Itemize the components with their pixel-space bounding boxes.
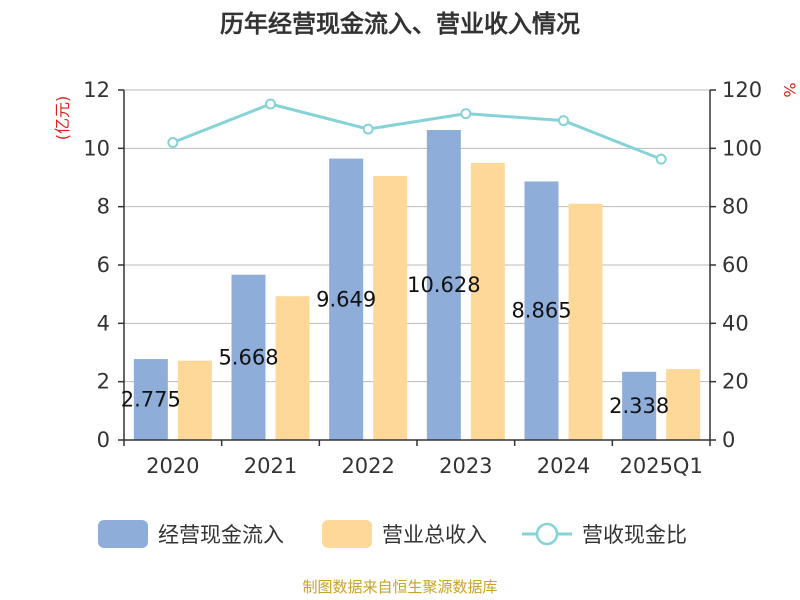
right-tick-label: 40 [722,311,749,335]
legend-label: 营收现金比 [582,523,687,547]
ratio-point-2023[interactable] [460,108,472,120]
bar-inflow-2021[interactable] [231,274,266,440]
ratio-point-2022[interactable] [362,123,374,135]
legend-item-inflow[interactable]: 经营现金流入 [98,520,284,548]
data-label-inflow: 8.865 [511,299,571,323]
legend-swatch [98,520,148,548]
bar-revenue-2021[interactable] [275,296,310,440]
legend-label: 经营现金流入 [158,523,284,547]
x-tick-label: 2025Q1 [619,454,702,478]
ratio-point-2025Q1[interactable] [655,153,667,165]
ratio-point-2021[interactable] [265,98,276,110]
right-tick-label: 100 [722,136,762,160]
bar-revenue-2025Q1[interactable] [666,369,701,440]
data-labels: 2.775 5.668 9.649 10.628 8.865 2.338 [121,273,669,418]
ratio-line-group [167,98,667,165]
data-label-inflow: 10.628 [407,273,480,297]
bar-revenue-2024[interactable] [568,203,603,440]
left-tick-label: 2 [97,370,110,394]
right-tick-label: 20 [722,370,749,394]
data-label-inflow: 2.775 [121,388,181,412]
bar-inflow-2023[interactable] [426,130,461,440]
bar-inflow-2024[interactable] [524,181,559,440]
left-tick-label: 10 [83,136,110,160]
data-label-inflow: 2.338 [609,394,669,418]
data-label-inflow: 9.649 [316,287,376,311]
bar-inflow-2020[interactable] [133,359,168,440]
ratio-line [172,102,662,161]
left-tick-label: 8 [97,195,110,219]
left-tick-label: 6 [97,253,110,277]
gridlines [124,89,710,383]
right-axis-unit: % [780,82,799,97]
right-tick-label: 60 [722,253,749,277]
bar-inflow-2025Q1[interactable] [622,371,657,440]
bar-revenue-2020[interactable] [177,360,212,440]
x-tick-label: 2023 [439,454,492,478]
left-tick-label: 4 [97,311,110,335]
chart-title: 历年经营现金流入、营业收入情况 [220,10,580,38]
legend-item-revenue[interactable]: 营业总收入 [322,520,487,548]
legend[interactable]: 经营现金流入 营业总收入 营收现金比 [98,520,687,548]
legend-swatch-marker [535,522,559,546]
legend-swatch [322,520,372,548]
data-label-inflow: 5.668 [218,345,278,369]
left-tick-label: 12 [83,78,110,102]
bar-inflow-2022[interactable] [329,158,364,440]
bar-revenue-2022[interactable] [373,176,408,440]
legend-label: 营业总收入 [382,523,487,547]
x-tick-label: 2022 [341,454,394,478]
bar-revenue-2023[interactable] [470,162,505,440]
x-tick-label: 2020 [146,454,199,478]
bar-series-group [133,130,701,440]
left-tick-label: 0 [97,428,110,452]
right-tick-label: 120 [722,78,762,102]
x-tick-label: 2024 [537,454,590,478]
source-note: 制图数据来自恒生聚源数据库 [302,578,497,596]
right-tick-label: 80 [722,195,749,219]
x-tick-label: 2021 [244,454,297,478]
left-axis-unit: (亿元) [53,96,72,141]
legend-item-ratio[interactable]: 营收现金比 [522,522,687,547]
ratio-point-2020[interactable] [167,137,179,148]
ratio-point-2024[interactable] [558,115,569,127]
right-tick-label: 0 [722,428,735,452]
